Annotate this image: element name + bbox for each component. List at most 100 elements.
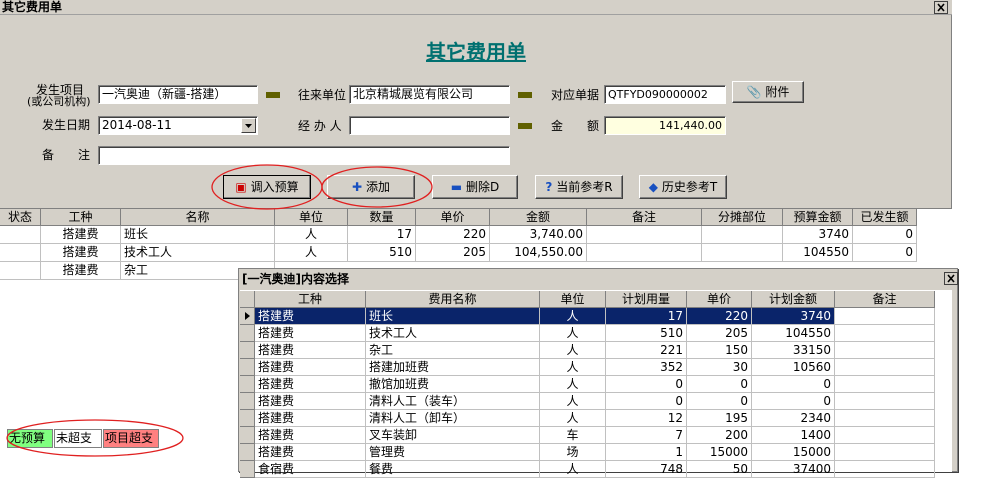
- popup-cell[interactable]: 205: [687, 325, 752, 342]
- popup-cell[interactable]: 餐费: [366, 461, 540, 478]
- popup-cell[interactable]: [835, 376, 935, 393]
- row-indicator: [240, 461, 255, 478]
- popup-cell[interactable]: [835, 393, 935, 410]
- popup-cell[interactable]: 人: [540, 308, 606, 325]
- popup-cell[interactable]: 37400: [752, 461, 835, 478]
- popup-cell[interactable]: 食宿费: [255, 461, 366, 478]
- popup-cell[interactable]: 搭建费: [255, 410, 366, 427]
- popup-cell[interactable]: 搭建加班费: [366, 359, 540, 376]
- date-dropdown[interactable]: [241, 118, 256, 133]
- popup-cell[interactable]: 搭建费: [255, 342, 366, 359]
- popup-cell[interactable]: 150: [687, 342, 752, 359]
- table-cell: [587, 244, 702, 262]
- popup-cell[interactable]: 510: [606, 325, 687, 342]
- popup-cell[interactable]: 人: [540, 393, 606, 410]
- popup-cell[interactable]: 人: [540, 376, 606, 393]
- popup-cell[interactable]: 3740: [752, 308, 835, 325]
- popup-cell[interactable]: 748: [606, 461, 687, 478]
- handler-label: 经 办 人: [298, 119, 342, 133]
- popup-cell[interactable]: [835, 342, 935, 359]
- popup-cell[interactable]: 人: [540, 359, 606, 376]
- table-cell: 搭建费: [41, 262, 121, 280]
- popup-cell[interactable]: 200: [687, 427, 752, 444]
- doc-label: 对应单据: [551, 88, 600, 102]
- row-indicator: [240, 308, 255, 325]
- popup-cell[interactable]: 15000: [687, 444, 752, 461]
- popup-cell[interactable]: 0: [687, 393, 752, 410]
- popup-cell[interactable]: [835, 359, 935, 376]
- toolbar-button[interactable]: ? 当前参考R: [535, 175, 623, 199]
- popup-cell[interactable]: [835, 325, 935, 342]
- popup-cell[interactable]: 220: [687, 308, 752, 325]
- popup-cell[interactable]: 0: [752, 376, 835, 393]
- popup-cell[interactable]: 场: [540, 444, 606, 461]
- popup-cell[interactable]: 33150: [752, 342, 835, 359]
- toolbar-button[interactable]: ▬ 删除D: [432, 175, 518, 199]
- popup-cell[interactable]: 班长: [366, 308, 540, 325]
- popup-cell[interactable]: 撤馆加班费: [366, 376, 540, 393]
- popup-cell[interactable]: 1: [606, 444, 687, 461]
- popup-cell[interactable]: 0: [687, 376, 752, 393]
- close-button[interactable]: [934, 1, 948, 14]
- table-cell: 0: [853, 244, 917, 262]
- popup-cell[interactable]: 人: [540, 325, 606, 342]
- popup-cell[interactable]: 30: [687, 359, 752, 376]
- popup-cell[interactable]: 叉车装卸: [366, 427, 540, 444]
- popup-cell[interactable]: [835, 461, 935, 478]
- popup-cell[interactable]: 0: [606, 393, 687, 410]
- amount-input[interactable]: 141,440.00: [604, 116, 726, 135]
- popup-cell[interactable]: 0: [606, 376, 687, 393]
- popup-cell[interactable]: 人: [540, 410, 606, 427]
- toolbar-button[interactable]: ◆ 历史参考T: [639, 175, 727, 199]
- popup-cell[interactable]: [835, 444, 935, 461]
- popup-cell[interactable]: 7: [606, 427, 687, 444]
- popup-cell[interactable]: 搭建费: [255, 427, 366, 444]
- project-input[interactable]: 一汽奥迪（新疆-搭建）: [98, 85, 258, 104]
- popup-cell[interactable]: 2340: [752, 410, 835, 427]
- popup-cell[interactable]: 12: [606, 410, 687, 427]
- popup-cell[interactable]: [835, 427, 935, 444]
- popup-cell[interactable]: 搭建费: [255, 359, 366, 376]
- form-title: 其它费用单: [426, 40, 526, 64]
- attach-button[interactable]: 📎 附件: [732, 81, 804, 103]
- partner-label: 往来单位: [298, 88, 347, 102]
- row-indicator: [240, 376, 255, 393]
- toolbar-button[interactable]: ▣ 调入预算: [223, 175, 311, 199]
- date-input[interactable]: 2014-08-11: [98, 116, 258, 135]
- popup-cell[interactable]: 杂工: [366, 342, 540, 359]
- popup-cell[interactable]: 人: [540, 342, 606, 359]
- popup-cell[interactable]: 搭建费: [255, 376, 366, 393]
- popup-close[interactable]: [944, 272, 958, 285]
- popup-cell[interactable]: 搭建费: [255, 325, 366, 342]
- popup-cell[interactable]: [835, 308, 935, 325]
- handler-input[interactable]: [349, 116, 510, 135]
- popup-cell[interactable]: 人: [540, 461, 606, 478]
- amount-label: 金 额: [551, 119, 600, 133]
- popup-cell[interactable]: 清料人工（卸车）: [366, 410, 540, 427]
- table-cell: 3740: [783, 226, 853, 244]
- toolbar-button[interactable]: ✚ 添加: [327, 175, 415, 199]
- table-cell: 人: [275, 226, 348, 244]
- doc-input[interactable]: QTFYD090000002: [604, 85, 726, 104]
- popup-cell[interactable]: [835, 410, 935, 427]
- popup-cell[interactable]: 17: [606, 308, 687, 325]
- popup-cell[interactable]: 清料人工（装车）: [366, 393, 540, 410]
- popup-cell[interactable]: 221: [606, 342, 687, 359]
- popup-cell[interactable]: 管理费: [366, 444, 540, 461]
- popup-cell[interactable]: 搭建费: [255, 444, 366, 461]
- popup-cell[interactable]: 10560: [752, 359, 835, 376]
- popup-cell[interactable]: 车: [540, 427, 606, 444]
- popup-cell[interactable]: 搭建费: [255, 393, 366, 410]
- popup-cell[interactable]: 195: [687, 410, 752, 427]
- popup-cell[interactable]: 15000: [752, 444, 835, 461]
- project-sublabel: (或公司机构): [27, 95, 91, 108]
- popup-cell[interactable]: 1400: [752, 427, 835, 444]
- popup-cell[interactable]: 50: [687, 461, 752, 478]
- popup-cell[interactable]: 352: [606, 359, 687, 376]
- table-cell: 205: [416, 244, 490, 262]
- popup-cell[interactable]: 104550: [752, 325, 835, 342]
- popup-cell[interactable]: 技术工人: [366, 325, 540, 342]
- popup-cell[interactable]: 0: [752, 393, 835, 410]
- partner-input[interactable]: 北京精城展览有限公司: [349, 85, 510, 104]
- popup-cell[interactable]: 搭建费: [255, 308, 366, 325]
